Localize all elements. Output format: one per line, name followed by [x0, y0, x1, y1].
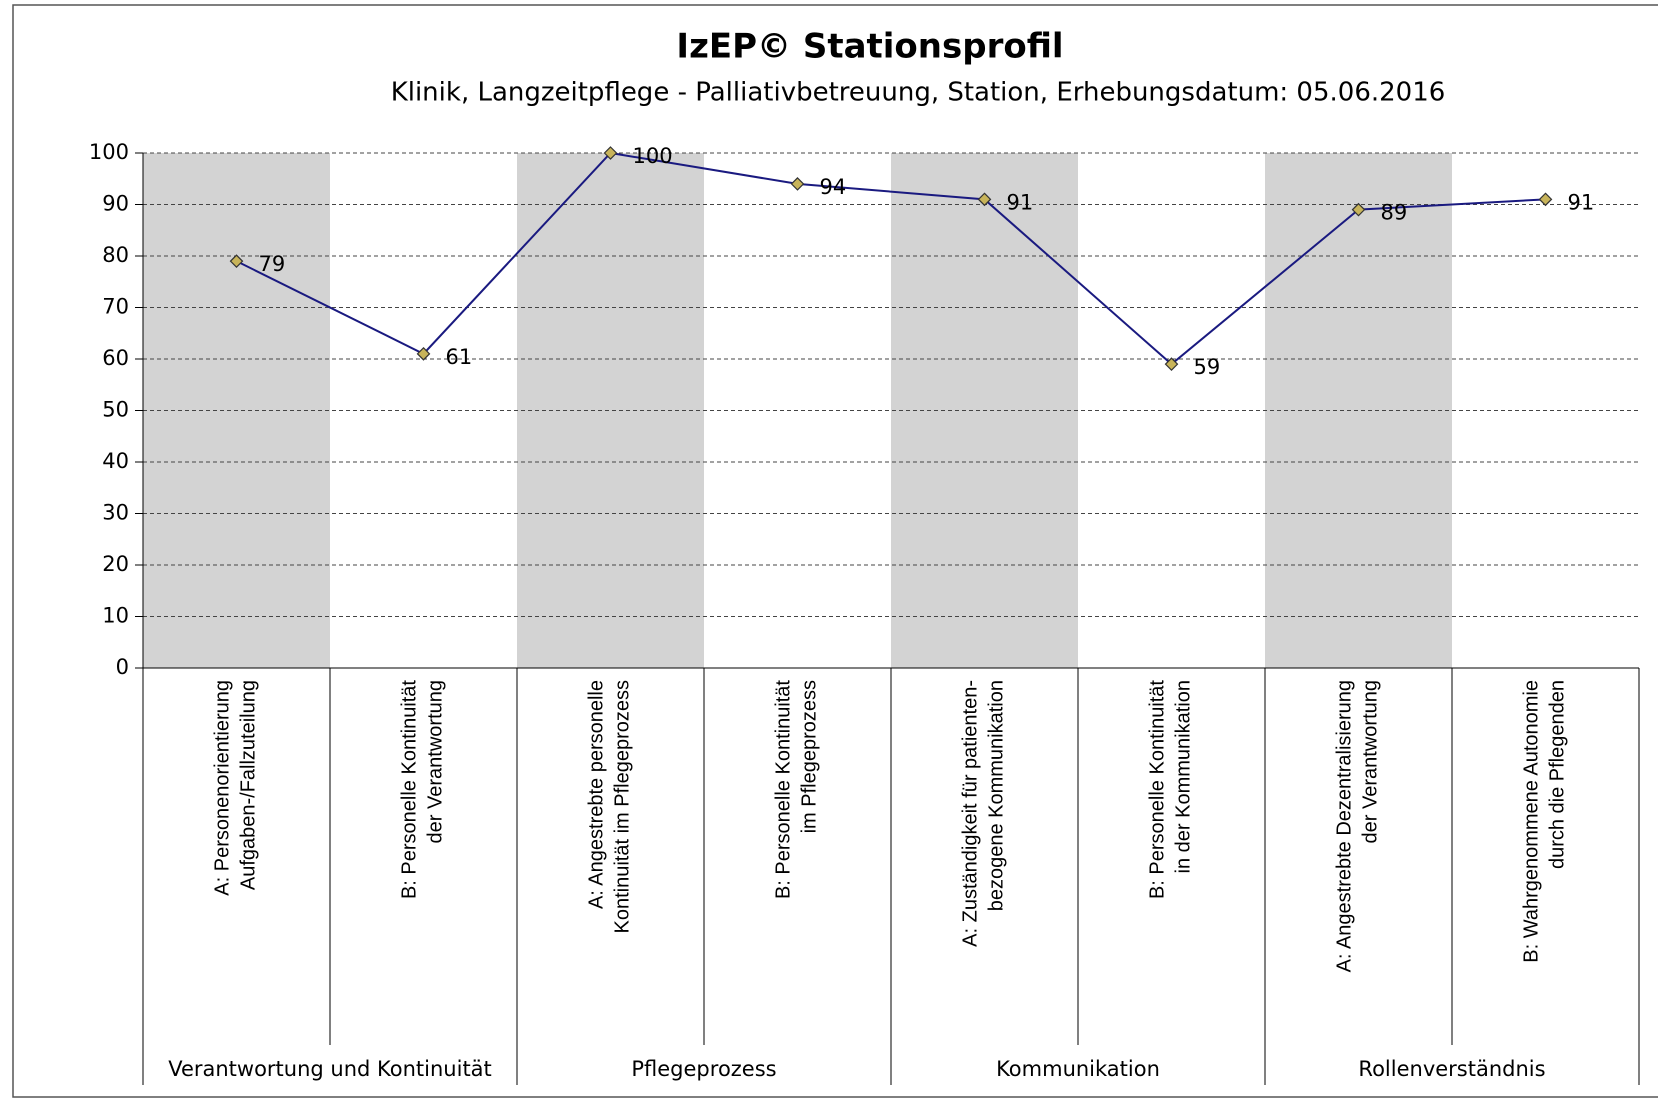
x-tick-label: A: Angestrebte Dezentralisierung der Vera…	[1334, 680, 1382, 972]
data-label: 91	[1007, 190, 1034, 214]
y-tick-label: 100	[89, 140, 129, 164]
data-label: 59	[1194, 355, 1221, 379]
y-tick-label: 50	[102, 398, 129, 422]
y-tick-label: 20	[102, 552, 129, 576]
marker	[790, 177, 805, 191]
y-tick-label: 60	[102, 346, 129, 370]
group-label: Pflegeprozess	[631, 1057, 776, 1081]
marker	[1538, 192, 1553, 207]
data-label: 89	[1381, 201, 1408, 225]
x-tick-label: B: Personelle Kontinuität in der Kommunik…	[1147, 680, 1195, 899]
data-label: 100	[633, 144, 673, 168]
data-label: 79	[259, 252, 286, 276]
chart-title: IzEP© Stationsprofil	[676, 27, 1063, 67]
x-tick-label: B: Wahrgenommene Autonomie durch die Pfle…	[1521, 680, 1569, 963]
x-tick-label: B: Personelle Kontinuität der Verantwortu…	[399, 680, 447, 899]
marker	[603, 146, 618, 160]
y-tick-label: 90	[102, 192, 129, 216]
chart-subtitle: Klinik, Langzeitpflege - Palliativbetreu…	[391, 78, 1446, 108]
group-label: Rollenverständnis	[1358, 1057, 1545, 1081]
marker	[1164, 357, 1179, 371]
group-label: Kommunikation	[996, 1057, 1160, 1081]
y-tick-label: 10	[102, 604, 129, 628]
x-tick-label: A: Zuständigkeit für patienten-bezogene …	[960, 680, 1008, 947]
y-tick-label: 30	[102, 501, 129, 525]
marker	[416, 347, 431, 361]
chart-frame	[12, 4, 1658, 1098]
group-label: Verantwortung und Kontinuität	[168, 1057, 492, 1081]
column-band	[517, 153, 704, 668]
data-label: 61	[446, 345, 473, 369]
y-tick-label: 0	[116, 655, 129, 679]
series-line	[236, 151, 1546, 366]
x-tick-label: A: Angestrebte personelle Kontinuität im …	[586, 680, 634, 933]
data-label: 94	[820, 175, 847, 199]
y-tick-label: 40	[102, 449, 129, 473]
x-tick-label: B: Personelle Kontinuität im Pflegeprozes…	[773, 680, 821, 899]
y-tick-label: 70	[102, 295, 129, 319]
marker	[229, 254, 244, 268]
data-label: 91	[1568, 190, 1595, 214]
marker	[977, 192, 992, 207]
marker	[1351, 202, 1366, 217]
y-tick-label: 80	[102, 243, 129, 267]
x-tick-label: A: Personenorientierung Aufgaben-/Fallzut…	[212, 680, 260, 896]
